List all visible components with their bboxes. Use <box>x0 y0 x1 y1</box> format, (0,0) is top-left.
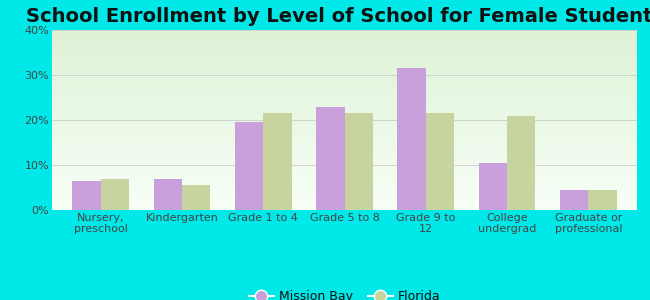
Bar <box>478 163 507 210</box>
Legend: Mission Bay, Florida: Mission Bay, Florida <box>244 285 445 300</box>
Bar <box>235 122 263 210</box>
Bar <box>344 113 373 210</box>
Bar <box>153 178 182 210</box>
Title: School Enrollment by Level of School for Female Students: School Enrollment by Level of School for… <box>25 7 650 26</box>
Bar <box>397 68 426 210</box>
Bar <box>72 181 101 210</box>
Bar <box>426 113 454 210</box>
Bar <box>263 113 292 210</box>
Bar <box>507 116 536 210</box>
Bar <box>101 178 129 210</box>
Bar <box>560 190 588 210</box>
Bar <box>182 185 211 210</box>
Bar <box>588 190 617 210</box>
Bar <box>316 106 344 210</box>
